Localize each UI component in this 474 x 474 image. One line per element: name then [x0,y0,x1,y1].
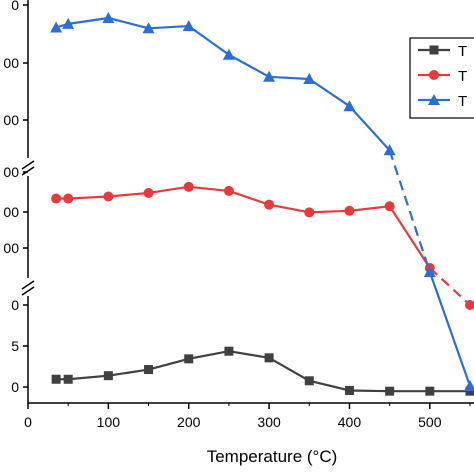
x-tick-label: 200 [177,414,201,430]
series-line-segment [148,185,189,195]
data-point [182,20,195,32]
data-point [304,376,314,386]
y-tick-label: 00 [3,240,19,256]
data-point [62,17,75,29]
data-point [102,12,115,23]
series-line-segment [428,271,472,387]
x-tick-label: 400 [338,414,362,430]
data-point [425,386,435,396]
data-point [103,371,113,381]
data-point [183,181,194,192]
series-line-segment [388,149,431,273]
x-axis-title: Temperature (°C) [207,447,338,466]
legend-marker [428,94,440,105]
data-point [224,346,234,356]
legend-box [409,37,474,119]
series-line-segment [429,267,471,306]
series-line-segment [309,209,350,214]
data-point [142,22,155,34]
axes [21,0,474,404]
data-point [144,365,154,375]
y-tick-label: 5 [11,338,19,354]
x-tick-label: 0 [24,414,32,430]
data-point [63,193,74,204]
data-point [184,354,194,364]
y-tick-label: 0 [11,0,19,13]
series-line-segment [68,16,109,25]
data-point [222,48,235,60]
series-line-segment [188,185,230,193]
axis-break-mark [21,166,35,176]
x-tick-label: 500 [418,414,442,430]
series-line-segment [269,75,310,81]
axis-break-mark [21,280,35,290]
series-circle [51,181,474,310]
legend-entry: T [458,68,467,85]
series-line-segment [268,356,310,382]
data-point [51,374,61,384]
x-axis-ticks: 0 100 200 300 400 500 [24,403,471,430]
y-tick-label: 00 [3,204,19,220]
series-line-segment [68,195,109,200]
data-point [50,21,63,33]
y-tick-label: 0 [11,379,19,395]
data-point [385,386,395,396]
legend-marker [429,70,439,80]
legend: TTT [409,37,474,119]
legend-entry: T [458,93,467,110]
x-tick-label: 100 [97,414,121,430]
data-point [143,187,154,198]
data-point [464,380,474,391]
data-point [51,193,62,204]
data-point [384,201,395,212]
series-line-segment [148,357,190,371]
data-point [465,386,474,396]
series-line-segment [188,350,230,360]
data-point [343,100,356,112]
data-point [465,300,474,310]
series-line-segment [388,205,431,269]
series-line-segment [68,374,109,381]
data-point [303,73,316,85]
series-line-segment [228,189,270,206]
data-point [344,385,354,395]
data-point [103,191,114,202]
data-point [264,353,274,363]
y-tick-label: 00 [3,55,19,71]
y-tick-label: 0 [11,297,19,313]
series-line-segment [148,24,189,30]
series-triangle [50,12,474,391]
y-tick-label: 00 [3,112,19,128]
y-tick-label: 00 [3,164,19,180]
series-line-segment [108,16,149,30]
series-line-segment [349,389,390,393]
data-point [383,144,396,156]
series-line-segment [308,78,351,108]
axis-break-mark [21,286,35,296]
data-point [264,199,275,210]
x-tick-label: 300 [257,414,281,430]
series-line-segment [108,191,149,198]
series-line-segment [228,350,270,359]
series-line-segment [228,53,270,78]
series-line-segment [309,379,350,392]
series-line-segment [348,105,391,152]
series-line-segment [188,25,230,56]
series-layer [50,12,474,396]
series-square [51,346,474,396]
data-point [223,185,234,196]
data-point [63,374,73,384]
data-point [423,266,436,277]
data-point [304,207,315,218]
series-line-segment [108,368,149,377]
series-line-segment [349,205,390,212]
axis-break-mark [21,160,35,170]
series-line-segment [268,203,310,214]
legend-entry: T [458,43,467,60]
data-point [263,70,276,82]
legend-marker [429,45,439,55]
data-point [344,205,355,216]
